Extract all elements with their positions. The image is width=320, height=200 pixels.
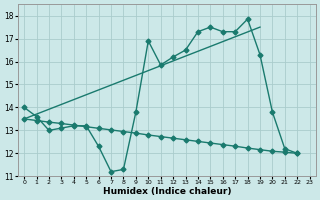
X-axis label: Humidex (Indice chaleur): Humidex (Indice chaleur) bbox=[103, 187, 231, 196]
